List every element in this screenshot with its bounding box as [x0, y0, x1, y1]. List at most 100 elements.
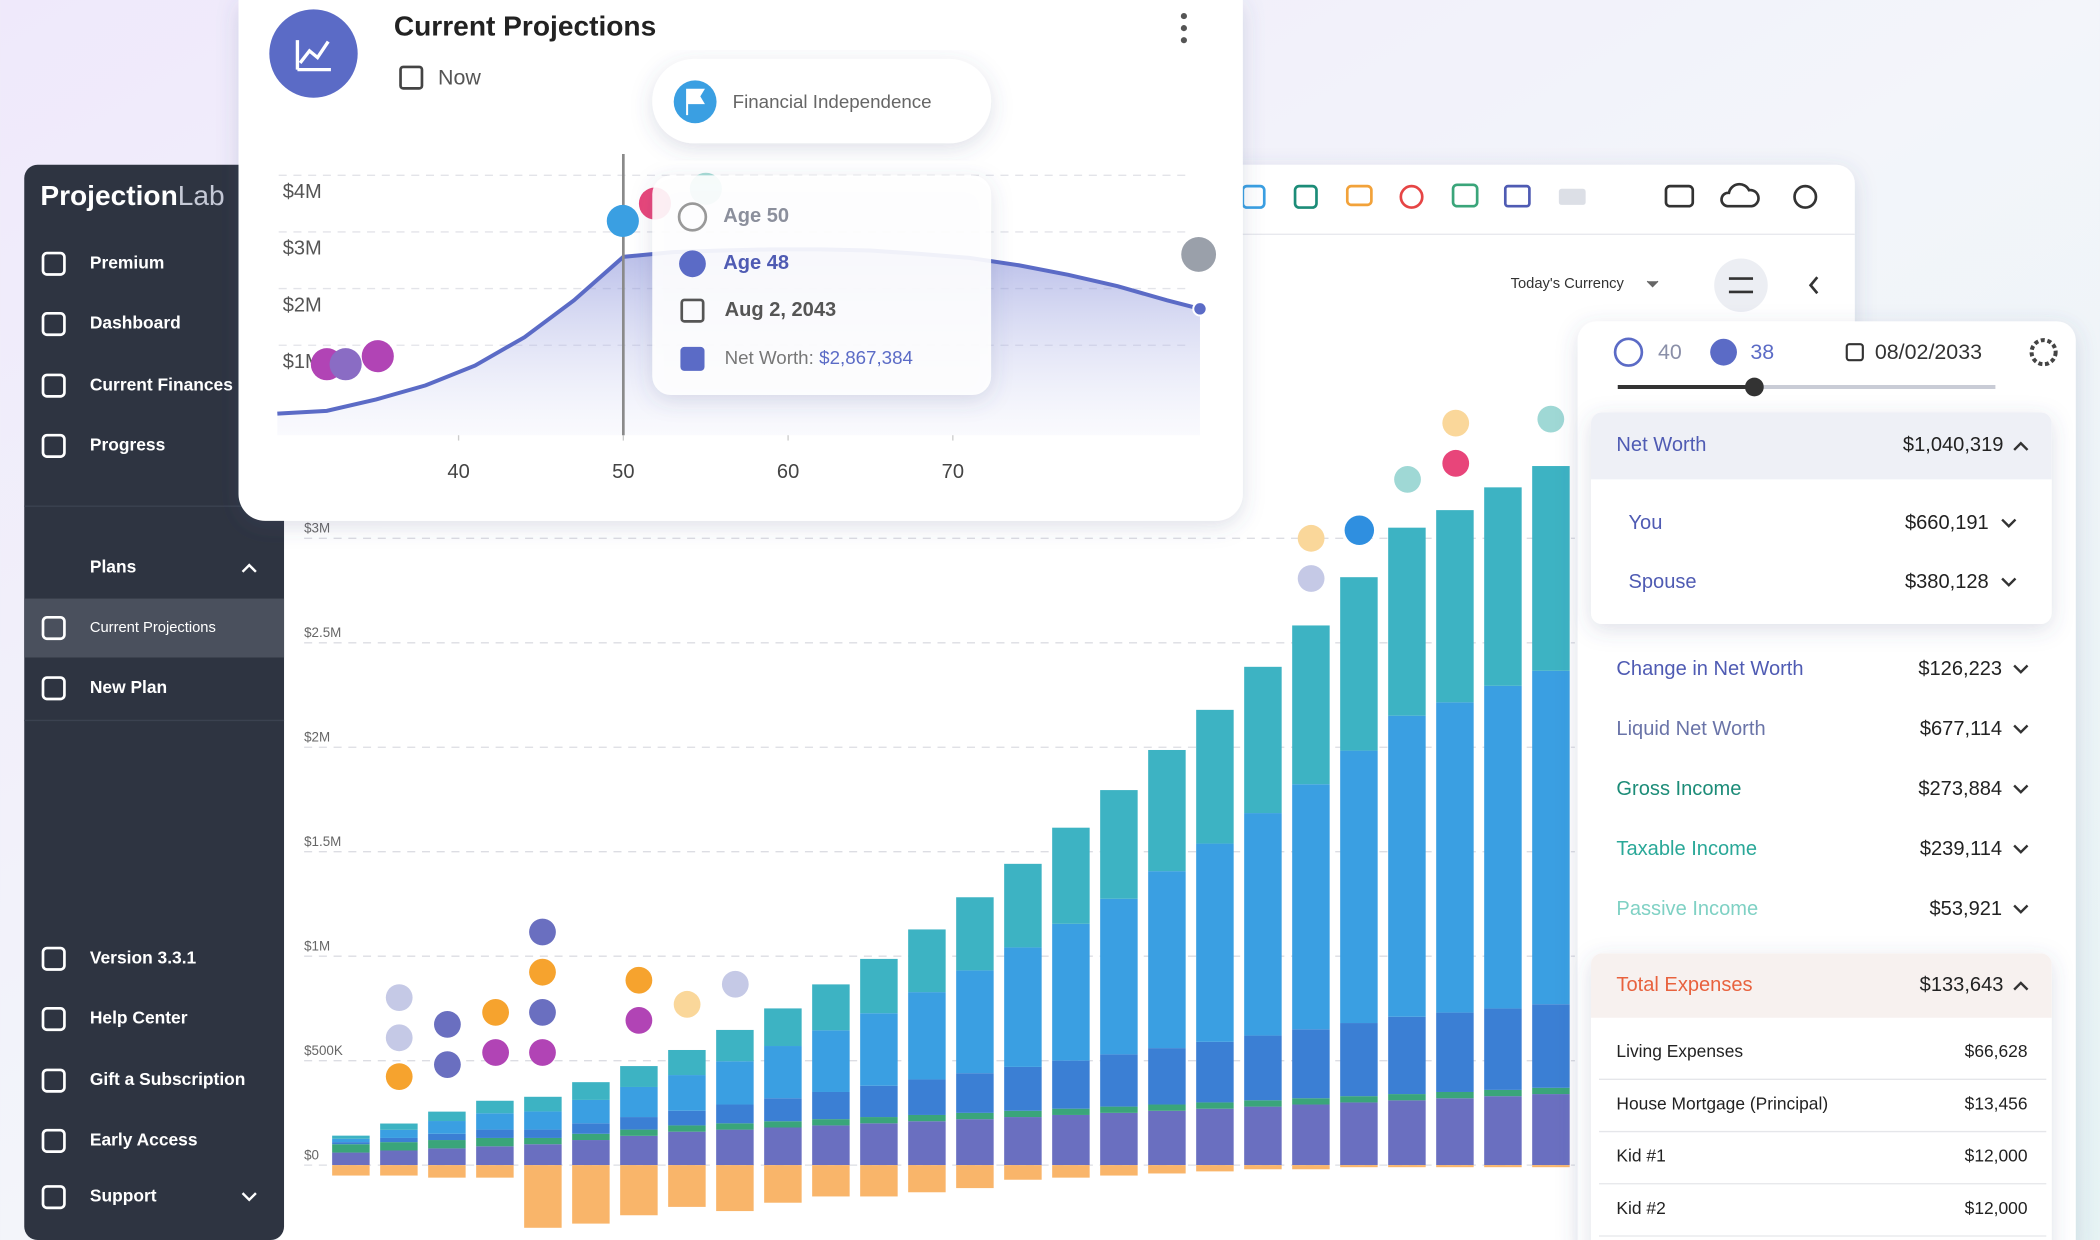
event-icon[interactable] — [1297, 524, 1325, 552]
bar-segment — [1196, 1108, 1234, 1166]
breakdown-label[interactable]: Spouse — [1628, 571, 1696, 593]
tooltip-net-worth: Net Worth: $2,867,384 — [725, 347, 913, 368]
event-icon[interactable] — [529, 918, 556, 946]
y-tick-label: $2.5M — [304, 625, 341, 640]
settings-gear[interactable] — [2029, 338, 2058, 367]
nav-item[interactable]: New Plan — [90, 677, 167, 697]
event-icon[interactable] — [1442, 449, 1470, 477]
event-icon[interactable] — [721, 970, 749, 998]
nav-item[interactable]: Support — [90, 1186, 157, 1206]
currency-select[interactable]: Today's Currency — [1511, 276, 1625, 292]
menu-dot[interactable] — [1180, 25, 1187, 32]
milestone-icon[interactable] — [1181, 237, 1217, 272]
event-icon[interactable] — [625, 1006, 653, 1034]
calendar-icon — [680, 298, 705, 323]
expand-icon[interactable] — [2001, 518, 2017, 528]
event-icon[interactable] — [1537, 405, 1565, 433]
bar-segment — [572, 1165, 610, 1224]
expand-icon[interactable] — [2013, 904, 2029, 914]
expand-icon[interactable] — [241, 1192, 257, 1202]
milestone-label: Financial Independence — [733, 91, 932, 112]
bar-segment — [1388, 1100, 1426, 1166]
plans-header[interactable]: Plans — [90, 556, 136, 576]
expenses-label[interactable]: Total Expenses — [1616, 974, 1752, 996]
nav-item[interactable]: Early Access — [90, 1130, 198, 1150]
nav-item[interactable]: Gift a Subscription — [90, 1069, 246, 1089]
event-icon[interactable] — [1297, 565, 1325, 592]
event-icon[interactable] — [482, 1039, 510, 1066]
nav-item[interactable]: Version 3.3.1 — [90, 947, 197, 967]
x-tick-label: 70 — [942, 461, 964, 483]
toolbar-icon[interactable] — [1664, 184, 1695, 208]
collapse-icon[interactable] — [2013, 441, 2029, 451]
expand-icon[interactable] — [2013, 724, 2029, 734]
toolbar-icon[interactable] — [1558, 188, 1586, 205]
bar-segment — [1148, 1048, 1186, 1105]
expand-icon[interactable] — [2013, 664, 2029, 674]
nav-icon — [41, 1185, 66, 1210]
event-icon[interactable] — [434, 1051, 461, 1078]
expand-icon[interactable] — [2001, 577, 2017, 587]
bar-segment — [1340, 577, 1378, 751]
expand-icon[interactable] — [2013, 784, 2029, 794]
breakdown-label[interactable]: You — [1628, 512, 1662, 534]
bar-segment — [1244, 666, 1282, 814]
milestone-icon[interactable] — [329, 348, 362, 381]
nav-item[interactable]: Current Finances — [90, 374, 233, 394]
bar-segment — [908, 992, 946, 1080]
event-icon[interactable] — [1344, 515, 1375, 546]
metric-label[interactable]: Taxable Income — [1616, 838, 1757, 860]
event-icon[interactable] — [385, 1063, 413, 1091]
milestone-pill[interactable] — [652, 58, 992, 144]
metric-label[interactable]: Liquid Net Worth — [1616, 718, 1765, 740]
nav-item[interactable]: Dashboard — [90, 313, 181, 333]
bar-segment — [1244, 1035, 1282, 1101]
toolbar-icon[interactable] — [1345, 184, 1373, 207]
toolbar-icon[interactable] — [1793, 184, 1818, 209]
collapse-icon[interactable] — [2013, 981, 2029, 991]
event-icon[interactable] — [625, 966, 653, 994]
net-worth-value: $1,040,319 — [1903, 434, 2003, 456]
bar-segment — [956, 1165, 994, 1189]
expand-icon[interactable] — [2013, 844, 2029, 854]
event-icon[interactable] — [673, 990, 701, 1018]
event-icon[interactable] — [385, 1024, 413, 1052]
milestone-icon[interactable] — [361, 340, 394, 373]
nav-item[interactable]: Progress — [90, 435, 165, 455]
menu-dot[interactable] — [1180, 12, 1187, 20]
event-icon[interactable] — [1442, 409, 1470, 437]
event-icon[interactable] — [385, 984, 413, 1012]
collapse-button[interactable] — [1808, 276, 1819, 295]
tooltip-label: Net Worth: — [725, 347, 814, 368]
nav-item[interactable]: Premium — [90, 252, 164, 272]
event-icon[interactable] — [482, 998, 510, 1026]
event-icon[interactable] — [529, 1039, 556, 1066]
net-worth-label[interactable]: Net Worth — [1616, 434, 1706, 456]
nav-item[interactable]: Current Projections — [90, 620, 216, 636]
metric-label[interactable]: Gross Income — [1616, 778, 1741, 800]
metric-label[interactable]: Change in Net Worth — [1616, 658, 1803, 680]
metric-label[interactable]: Passive Income — [1616, 898, 1758, 920]
event-icon[interactable] — [529, 998, 556, 1026]
settings-button[interactable] — [1714, 258, 1768, 313]
age-icon — [679, 250, 706, 278]
toolbar-icon[interactable] — [1503, 184, 1531, 208]
toolbar-icon[interactable] — [1399, 184, 1424, 209]
nav-item[interactable]: Help Center — [90, 1008, 188, 1028]
event-icon[interactable] — [434, 1011, 461, 1038]
bar-segment — [1148, 1110, 1186, 1166]
bar-segment — [668, 1075, 706, 1111]
menu-dot[interactable] — [1180, 37, 1187, 44]
timeline-knob[interactable] — [1744, 377, 1764, 397]
bar-segment — [1532, 670, 1570, 1005]
bar-segment — [1340, 1102, 1378, 1166]
milestone-icon[interactable] — [606, 204, 639, 238]
event-icon[interactable] — [1394, 466, 1421, 493]
toolbar-icon[interactable] — [1451, 183, 1479, 208]
toolbar-icon[interactable] — [1293, 184, 1318, 209]
event-icon[interactable] — [529, 958, 556, 986]
toolbar-icon[interactable] — [1720, 182, 1760, 208]
collapse-icon[interactable] — [241, 563, 257, 573]
bar-segment — [812, 1125, 850, 1166]
bar-segment — [572, 1099, 610, 1124]
